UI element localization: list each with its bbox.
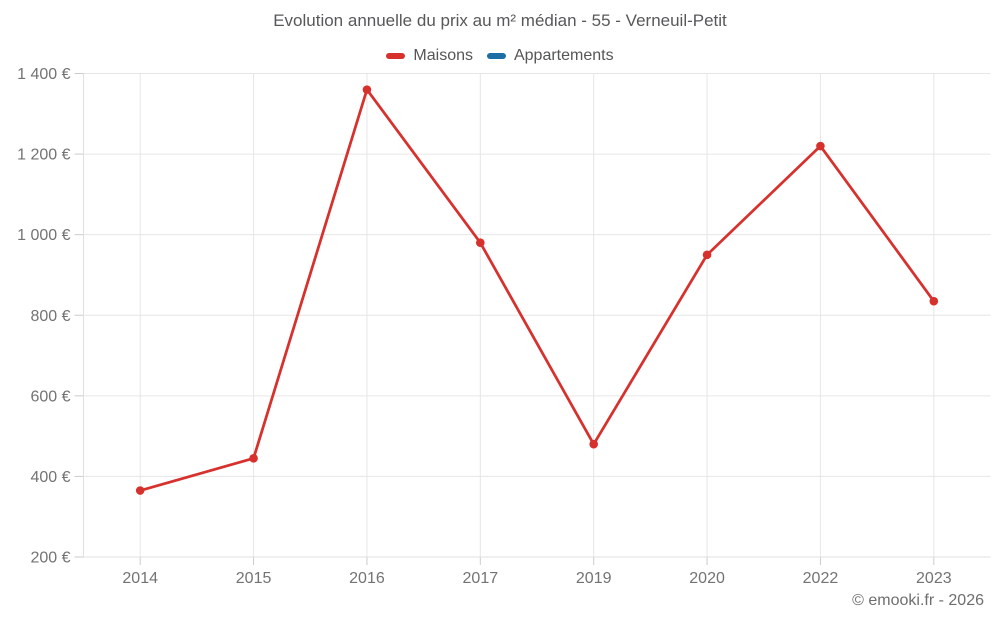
legend-label-appartements: Appartements [513, 47, 614, 64]
maisons-color-swatch [386, 53, 406, 59]
data-point-2014[interactable] [135, 486, 145, 495]
x-tick-label: 2014 [122, 570, 158, 587]
legend: Maisons Appartements [0, 45, 1000, 67]
legend-item-appartements[interactable]: Appartements [486, 47, 614, 65]
copyright-credit: © emooki.fr - 2026 [852, 592, 984, 609]
x-tick-label: 2020 [689, 570, 725, 587]
y-tick-label: 1 000 € [17, 227, 70, 244]
data-point-2023[interactable] [929, 296, 939, 306]
data-point-2015[interactable] [249, 453, 258, 463]
x-tick-label: 2015 [236, 570, 272, 587]
y-tick-label: 1 400 € [17, 66, 70, 83]
legend-label-maisons: Maisons [413, 47, 473, 64]
x-tick-label: 2019 [576, 570, 612, 587]
y-tick-label: 600 € [30, 388, 70, 405]
data-point-2019[interactable] [589, 439, 598, 449]
data-point-2017[interactable] [476, 238, 485, 248]
y-tick-label: 800 € [30, 308, 70, 325]
y-tick-label: 200 € [30, 550, 70, 567]
appartements-color-swatch [486, 53, 506, 59]
x-tick-label: 2017 [463, 570, 499, 587]
series-line-maisons [138, 88, 936, 492]
legend-item-maisons[interactable]: Maisons [386, 47, 473, 65]
chart-title: Evolution annuelle du prix au m² médian … [273, 11, 727, 30]
x-tick-label: 2022 [803, 570, 839, 587]
y-tick-label: 400 € [30, 469, 70, 486]
data-point-2016[interactable] [362, 85, 372, 94]
data-point-2022[interactable] [816, 141, 825, 151]
data-point-2020[interactable] [702, 250, 712, 260]
y-tick-label: 1 200 € [17, 147, 70, 164]
x-tick-label: 2016 [349, 570, 385, 587]
x-tick-label: 2023 [916, 570, 952, 587]
